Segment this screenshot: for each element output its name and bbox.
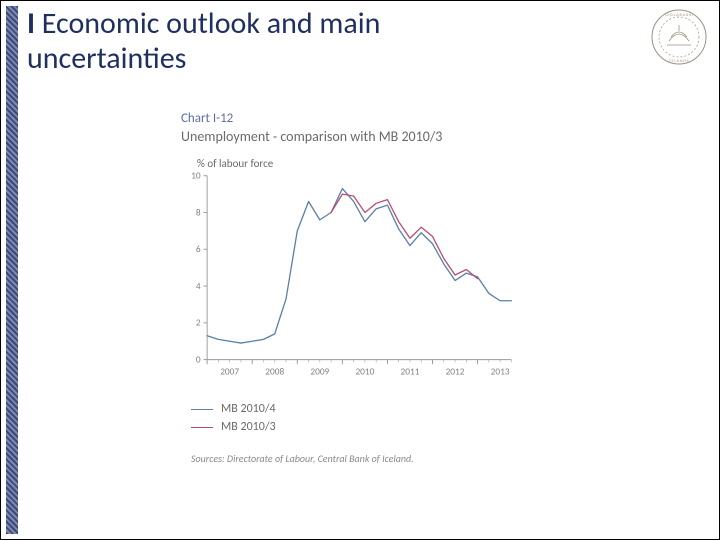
header-row: I Economic outlook and main uncertaintie…: [27, 7, 709, 76]
series-mb-2010/4: [207, 189, 511, 343]
svg-text:8: 8: [196, 206, 201, 218]
svg-text:2012: 2012: [446, 366, 465, 378]
legend-swatch: [191, 409, 213, 410]
section-number: I: [27, 5, 35, 42]
svg-text:2009: 2009: [310, 366, 329, 378]
svg-text:2013: 2013: [491, 366, 510, 378]
svg-text:10: 10: [191, 172, 201, 182]
svg-text:2008: 2008: [265, 366, 284, 378]
legend-label: MB 2010/3: [221, 420, 276, 434]
slide: I Economic outlook and main uncertaintie…: [0, 0, 720, 540]
legend-item: MB 2010/4: [191, 402, 581, 416]
chart-sources: Sources: Directorate of Labour, Central …: [191, 452, 581, 465]
svg-text:2010: 2010: [355, 366, 374, 378]
sources-text: Directorate of Labour, Central Bank of I…: [225, 452, 414, 465]
legend-item: MB 2010/3: [191, 420, 581, 434]
svg-text:6: 6: [196, 243, 201, 255]
svg-text:2007: 2007: [220, 366, 239, 378]
svg-text:2: 2: [196, 317, 201, 329]
central-bank-seal-icon: S E Ð L A B A N K I Í S L A N D S: [649, 7, 709, 67]
chart-title: Unemployment - comparison with MB 2010/3: [181, 128, 581, 145]
title-text: Economic outlook and main uncertainties: [27, 5, 380, 77]
chart-supertitle: Chart I-12: [181, 111, 581, 126]
line-chart: 0 2 4 6 8 10 2007 2008 2009 2010 2011 2012 2013: [181, 172, 541, 382]
svg-text:2011: 2011: [401, 366, 420, 378]
y-axis-label: % of labour force: [197, 157, 581, 170]
page-title: I Economic outlook and main uncertaintie…: [27, 7, 527, 76]
left-accent-stripe: [6, 6, 18, 534]
svg-text:S E Ð L A B A N K I: S E Ð L A B A N K I: [665, 13, 694, 18]
sources-label: Sources:: [191, 452, 225, 465]
svg-text:Í S L A N D S: Í S L A N D S: [669, 58, 688, 64]
legend-label: MB 2010/4: [221, 402, 276, 416]
chart-container: Chart I-12 Unemployment - comparison wit…: [181, 111, 581, 465]
svg-text:4: 4: [196, 280, 201, 292]
svg-text:0: 0: [196, 353, 201, 365]
legend: MB 2010/4 MB 2010/3: [191, 402, 581, 434]
legend-swatch: [191, 427, 213, 428]
